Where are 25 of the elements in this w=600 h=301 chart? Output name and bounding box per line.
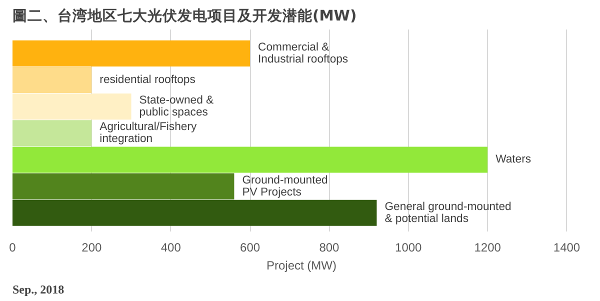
x-tick-label: 1200 xyxy=(474,240,502,254)
y-tick-label: Agricultural/Fishery integration xyxy=(100,121,197,146)
bar xyxy=(12,146,488,173)
x-tick-label: 200 xyxy=(82,240,102,254)
x-tick-label: 1000 xyxy=(395,240,422,254)
y-tick-label: General ground-mounted & potential lands xyxy=(384,200,512,225)
x-tick-label: 1400 xyxy=(553,240,580,254)
chart-title: 圖二、台湾地区七大光伏发电项目及开发潜能(MW) xyxy=(12,6,357,24)
y-tick-label: residential rooftops xyxy=(100,74,196,86)
text: Sep., 2018 xyxy=(12,282,64,296)
bar xyxy=(12,40,250,66)
x-tick-label: 400 xyxy=(160,240,182,254)
x-tick-label: 600 xyxy=(240,240,260,254)
x-tick-label: 0 xyxy=(9,240,16,254)
x-axis-title: Project (MW) xyxy=(266,258,336,272)
y-tick-label: Ground-mounted PV Projects xyxy=(242,174,328,198)
bar xyxy=(12,120,92,146)
x-tick-label: 800 xyxy=(319,240,340,254)
bar xyxy=(12,94,132,120)
y-tick-label: Commercial & Industrial rooftops xyxy=(258,41,348,66)
bar xyxy=(12,66,92,94)
y-tick-label: Waters xyxy=(496,154,532,166)
bar xyxy=(12,200,377,226)
y-tick-label: State-owned & public spaces xyxy=(139,94,214,119)
bar xyxy=(12,173,234,200)
